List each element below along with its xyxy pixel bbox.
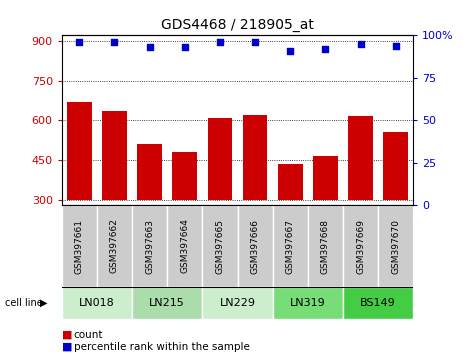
Point — [251, 39, 259, 45]
Text: percentile rank within the sample: percentile rank within the sample — [74, 342, 249, 352]
Bar — [273, 205, 308, 287]
Bar — [313, 156, 338, 200]
Bar — [278, 164, 303, 200]
Bar — [167, 205, 202, 287]
Text: BS149: BS149 — [360, 298, 396, 308]
Point — [146, 45, 153, 50]
Bar — [308, 205, 343, 287]
Bar — [172, 152, 197, 200]
Text: GSM397670: GSM397670 — [391, 218, 400, 274]
Text: GSM397662: GSM397662 — [110, 218, 119, 274]
Bar — [62, 205, 97, 287]
Bar — [243, 115, 267, 200]
Text: GSM397661: GSM397661 — [75, 218, 84, 274]
Text: cell line: cell line — [5, 298, 42, 308]
Bar — [137, 144, 162, 200]
Text: GSM397667: GSM397667 — [286, 218, 294, 274]
Point — [392, 43, 399, 48]
Bar — [202, 287, 273, 319]
Point — [111, 39, 118, 45]
Text: GSM397669: GSM397669 — [356, 218, 365, 274]
Bar — [343, 287, 413, 319]
Bar — [102, 111, 127, 200]
Point — [216, 39, 224, 45]
Bar — [238, 205, 273, 287]
Point — [357, 41, 364, 47]
Text: GSM397664: GSM397664 — [180, 218, 189, 274]
Bar — [132, 205, 167, 287]
Text: LN229: LN229 — [219, 298, 256, 308]
Point — [322, 46, 329, 52]
Text: ▶: ▶ — [40, 298, 48, 308]
Text: ■: ■ — [62, 342, 72, 352]
Bar — [348, 116, 373, 200]
Text: GSM397665: GSM397665 — [216, 218, 224, 274]
Bar — [343, 205, 378, 287]
Title: GDS4468 / 218905_at: GDS4468 / 218905_at — [161, 18, 314, 32]
Text: LN319: LN319 — [290, 298, 326, 308]
Bar — [208, 118, 232, 200]
Text: count: count — [74, 330, 103, 339]
Text: GSM397668: GSM397668 — [321, 218, 330, 274]
Bar — [202, 205, 238, 287]
Point — [76, 39, 83, 45]
Bar — [378, 205, 413, 287]
Bar — [132, 287, 202, 319]
Text: GSM397666: GSM397666 — [251, 218, 259, 274]
Bar — [62, 287, 132, 319]
Bar — [67, 102, 92, 200]
Bar — [383, 132, 408, 200]
Bar — [273, 287, 343, 319]
Bar — [97, 205, 132, 287]
Point — [181, 45, 189, 50]
Text: ■: ■ — [62, 330, 72, 339]
Point — [286, 48, 294, 53]
Text: GSM397663: GSM397663 — [145, 218, 154, 274]
Text: LN018: LN018 — [79, 298, 115, 308]
Text: LN215: LN215 — [149, 298, 185, 308]
